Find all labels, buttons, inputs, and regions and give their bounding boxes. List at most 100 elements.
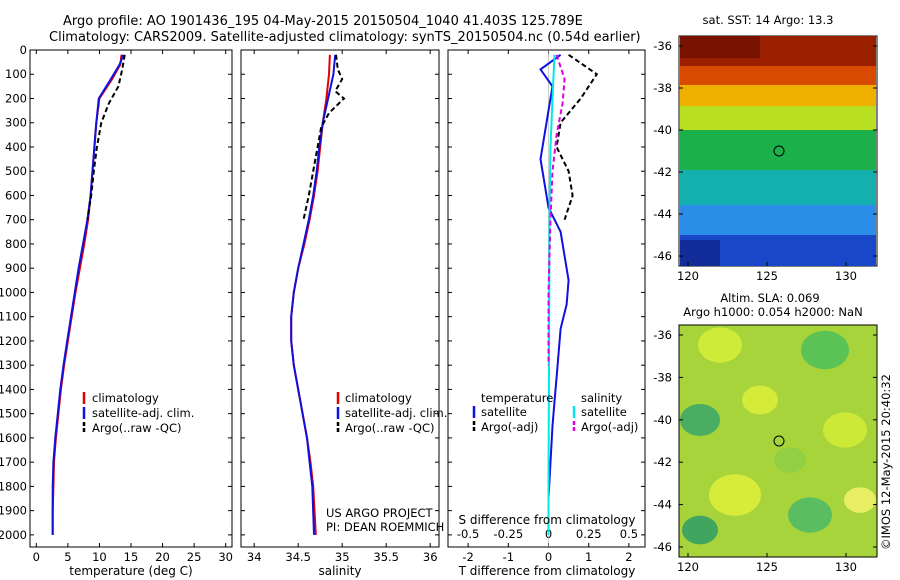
map-lon-tick: 120 [677,560,699,574]
secondary-x-tick-label: -0.5 [457,527,479,541]
x-tick-label: 15 [124,550,139,564]
y-tick-label: 700 [5,213,27,227]
x-tick-label: 35 [335,550,350,564]
map-lat-tick: -46 [653,249,672,263]
map-lat-tick: -42 [653,165,672,179]
y-tick-label: 400 [5,140,27,154]
map-lon-tick: 125 [756,560,778,574]
diff-legend-sal-sat: satellite [581,405,627,419]
series-line-satellite-adj-clim- [290,54,337,535]
sal-legend-climatology: climatology [345,391,412,405]
x-tick-label: 0 [545,550,552,564]
legend-argo-raw: Argo(..raw -QC) [92,421,182,435]
sst-map [678,35,878,267]
difference-top-label: S difference from climatology [459,513,636,527]
sal-legend-argo-raw: Argo(..raw -QC) [345,421,435,435]
map-lat-tick: -42 [653,455,672,469]
sla-title2: Argo h1000: 0.054 h2000: NaN [683,305,862,319]
y-tick-label: 100 [5,67,27,81]
temperature-xlabel: temperature (deg C) [69,564,192,578]
map-lat-tick: -36 [653,328,672,342]
x-tick-label: 2 [625,550,632,564]
salinity-legend: climatology satellite-adj. clim. Argo(..… [336,391,447,435]
header-line2: Climatology: CARS2009. Satellite-adjuste… [49,30,641,45]
y-tick-label: 2000 [0,528,27,542]
map-lat-tick: -46 [653,540,672,554]
map-lat-tick: -36 [653,39,672,53]
sal-legend-satellite-adj: satellite-adj. clim. [345,406,447,420]
x-tick-label: 20 [155,550,170,564]
secondary-x-tick-label: -0.25 [493,527,523,541]
map-lon-tick: 130 [835,269,857,283]
legend-climatology: climatology [92,391,159,405]
x-tick-label: 1 [585,550,592,564]
diff-legend-temp-title: temperature [481,391,553,405]
map-lat-tick: -44 [653,207,672,221]
difference-xlabel: T difference from climatology [458,564,636,578]
diff-legend-sal-title: salinity [581,391,622,405]
series-line-satellite-adj-clim- [51,54,125,535]
y-tick-label: 1900 [0,504,27,518]
x-tick-label: 34 [247,550,262,564]
y-tick-label: 0 [20,43,27,57]
credit-pi: PI: DEAN ROEMMICH [326,520,444,534]
difference-legend: temperature salinity satellite Argo(-adj… [472,391,638,434]
map-lat-tick: -40 [653,123,672,137]
map-lon-tick: 125 [756,269,778,283]
salinity-panel [240,49,440,548]
secondary-x-tick-label: 0.25 [576,527,602,541]
x-tick-label: 35.5 [373,550,399,564]
y-tick-label: 500 [5,164,27,178]
secondary-x-tick-label: 0.5 [620,527,638,541]
x-tick-label: 25 [187,550,202,564]
y-tick-label: 1200 [0,334,27,348]
timestamp: ©IMOS 12-May-2015 20:40:32 [879,374,893,550]
y-tick-label: 1800 [0,479,27,493]
y-tick-label: 1300 [0,358,27,372]
x-tick-label: 36 [423,550,438,564]
y-tick-label: 800 [5,237,27,251]
map-lat-tick: -44 [653,498,672,512]
difference-panel [447,49,646,548]
diff-legend-sal-argo: Argo(-adj) [581,420,638,434]
series-line-salinity-satellite [547,54,556,535]
temperature-legend: climatology satellite-adj. clim. Argo(..… [82,391,194,435]
x-tick-label: 30 [218,550,233,564]
series-line-temperature-argo-adj- [555,53,599,221]
y-tick-label: 600 [5,188,27,202]
sla-map [678,324,878,558]
map-lat-tick: -38 [653,81,672,95]
diff-legend-temp-argo: Argo(-adj) [481,420,538,434]
argo-location-marker-sla [773,435,785,447]
y-tick-label: 1700 [0,455,27,469]
diff-legend-temp-sat: satellite [481,405,527,419]
y-tick-label: 900 [5,261,27,275]
map-lon-tick: 120 [677,269,699,283]
legend-satellite-adj: satellite-adj. clim. [92,406,194,420]
series-line-argo-raw-qc- [302,54,346,220]
y-tick-label: 1400 [0,382,27,396]
x-tick-label: 0 [33,550,40,564]
series-line-argo-raw-qc- [86,54,126,220]
sst-title: sat. SST: 14 Argo: 13.3 [703,13,834,27]
x-tick-label: 5 [64,550,71,564]
map-lat-tick: -38 [653,370,672,384]
x-tick-label: 34.5 [285,550,311,564]
salinity-xlabel: salinity [318,564,361,578]
temperature-panel [29,49,233,548]
y-tick-label: 1100 [0,310,27,324]
y-tick-label: 1600 [0,431,27,445]
sla-title1: Altim. SLA: 0.069 [720,291,819,305]
x-tick-label: -1 [503,550,514,564]
y-tick-label: 200 [5,91,27,105]
series-line-salinity-argo-adj- [547,54,566,366]
y-tick-label: 1000 [0,285,27,299]
credit-project: US ARGO PROJECT [326,506,434,520]
x-tick-label: -2 [462,550,473,564]
header-line1: Argo profile: AO 1901436_195 04-May-2015… [63,14,583,29]
series-line-temperature-satellite [539,53,570,535]
x-tick-label: 10 [92,550,107,564]
y-tick-label: 1500 [0,407,27,421]
argo-location-marker-sst [773,145,785,157]
